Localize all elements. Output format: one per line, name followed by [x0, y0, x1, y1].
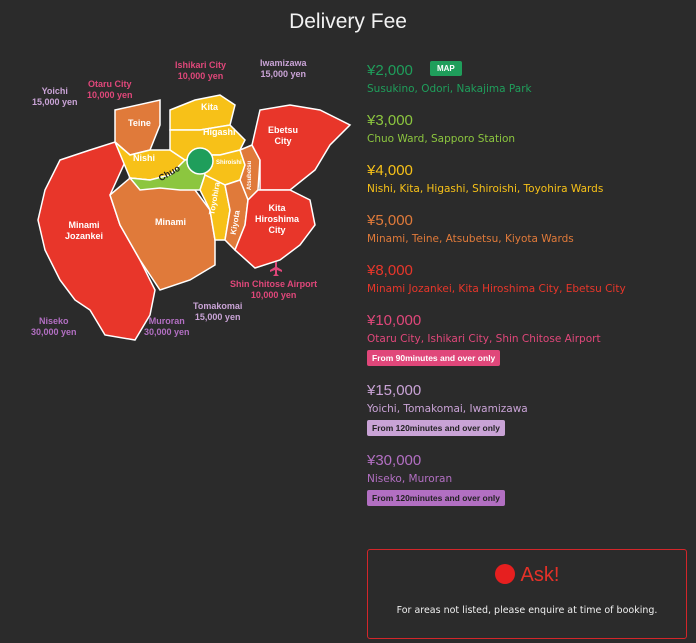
annotation-otaru-name: Otaru City	[88, 79, 132, 89]
airplane-icon	[270, 262, 282, 276]
label-shiroishi: Shiroishi	[216, 160, 242, 166]
annotation-otaru: Otaru City 10,000 yen	[87, 79, 133, 101]
tier-5000: ¥5,000 Minami, Teine, Atsubetsu, Kiyota …	[367, 210, 687, 246]
label-kita-hiroshima: Kita Hiroshima City	[255, 203, 300, 235]
label-teine: Teine	[128, 118, 151, 128]
annotation-ishikari: Ishikari City 10,000 yen	[175, 60, 226, 82]
region-ebetsu	[251, 104, 352, 191]
annotation-muroran: Muroran 30,000 yen	[144, 316, 190, 338]
annotation-otaru-price: 10,000 yen	[87, 90, 133, 100]
tier-areas: Otaru City, Ishikari City, Shin Chitose …	[367, 333, 601, 345]
annotation-yoichi: Yoichi 15,000 yen	[32, 86, 78, 108]
annotation-niseko-price: 30,000 yen	[31, 327, 77, 337]
tier-15000: ¥15,000 Yoichi, Tomakomai, Iwamizawa Fro…	[367, 380, 687, 436]
tier-note: From 90minutes and over only	[367, 350, 501, 366]
annotation-tomakomai-name: Tomakomai	[193, 301, 243, 311]
map-shapes	[37, 94, 352, 341]
tier-4000: ¥4,000 Nishi, Kita, Higashi, Shiroishi, …	[367, 160, 687, 196]
annotation-iwamizawa: Iwamizawa 15,000 yen	[260, 58, 307, 80]
tier-10000: ¥10,000 Otaru City, Ishikari City, Shin …	[367, 310, 687, 366]
annotation-airport-name: Shin Chitose Airport	[230, 279, 318, 289]
fee-list: ¥2,000 MAP Susukino, Odori, Nakajima Par…	[367, 60, 687, 520]
tier-areas: Minami, Teine, Atsubetsu, Kiyota Wards	[367, 233, 574, 245]
label-ebetsu: Ebetsu City	[268, 125, 299, 146]
annotation-tomakomai-price: 15,000 yen	[194, 312, 241, 322]
ask-title: Ask!	[520, 564, 560, 586]
tier-areas: Minami Jozankei, Kita Hiroshima City, Eb…	[367, 283, 626, 295]
map-button[interactable]: MAP	[429, 61, 462, 76]
annotation-airport: Shin Chitose Airport 10,000 yen	[230, 279, 317, 301]
label-higashi: Higashi	[203, 127, 236, 137]
annotation-niseko: Niseko 30,000 yen	[31, 316, 77, 338]
annotation-iwamizawa-name: Iwamizawa	[260, 58, 307, 68]
tier-price: ¥15,000	[367, 382, 422, 399]
ask-text: For areas not listed, please enquire at …	[396, 605, 658, 616]
page-title: Delivery Fee	[289, 10, 407, 33]
tier-8000: ¥8,000 Minami Jozankei, Kita Hiroshima C…	[367, 260, 687, 296]
label-nishi: Nishi	[133, 153, 156, 163]
annotation-niseko-name: Niseko	[39, 316, 69, 326]
annotation-tomakomai: Tomakomai 15,000 yen	[193, 301, 242, 323]
label-atsubetsu: Atsubetsu	[247, 160, 254, 191]
tier-areas: Chuo Ward, Sapporo Station	[367, 133, 516, 145]
tier-price: ¥4,000	[367, 162, 413, 179]
annotation-airport-price: 10,000 yen	[250, 290, 297, 300]
label-minami-jozankei: Minami Jozankei	[65, 220, 104, 241]
center-marker	[186, 147, 214, 175]
tier-price: ¥30,000	[367, 452, 422, 469]
annotation-ishikari-price: 10,000 yen	[177, 71, 224, 81]
annotation-yoichi-name: Yoichi	[41, 86, 68, 96]
tier-price: ¥8,000	[367, 262, 413, 279]
region-kita-hiroshima	[234, 189, 316, 269]
annotation-muroran-name: Muroran	[148, 316, 185, 326]
annotation-muroran-price: 30,000 yen	[144, 327, 190, 337]
ask-heading: Ask!	[368, 564, 686, 587]
tier-price: ¥2,000	[367, 62, 413, 79]
label-minami: Minami	[155, 217, 187, 227]
annotation-ishikari-name: Ishikari City	[175, 60, 227, 70]
ask-box: Ask! For areas not listed, please enquir…	[367, 549, 687, 639]
red-dot-icon	[494, 564, 515, 584]
tier-price: ¥3,000	[367, 112, 413, 129]
tier-areas: Nishi, Kita, Higashi, Shiroishi, Toyohir…	[367, 183, 604, 195]
tier-areas: Susukino, Odori, Nakajima Park	[367, 83, 532, 95]
tier-note: From 120minutes and over only	[367, 490, 506, 506]
tier-price: ¥5,000	[367, 212, 413, 229]
tier-areas: Yoichi, Tomakomai, Iwamizawa	[367, 403, 528, 415]
annotation-yoichi-price: 15,000 yen	[32, 97, 78, 107]
tier-3000: ¥3,000 Chuo Ward, Sapporo Station	[367, 110, 687, 146]
tier-2000: ¥2,000 MAP Susukino, Odori, Nakajima Par…	[367, 60, 687, 96]
label-kita: Kita	[201, 102, 219, 112]
tier-price: ¥10,000	[367, 312, 422, 329]
annotation-iwamizawa-price: 15,000 yen	[260, 69, 307, 79]
tier-areas: Niseko, Muroran	[367, 473, 453, 485]
delivery-area-map: Minami Jozankei Minami Teine Nishi Kita …	[20, 50, 360, 350]
tier-30000: ¥30,000 Niseko, Muroran From 120minutes …	[367, 450, 687, 506]
tier-note: From 120minutes and over only	[367, 420, 506, 436]
